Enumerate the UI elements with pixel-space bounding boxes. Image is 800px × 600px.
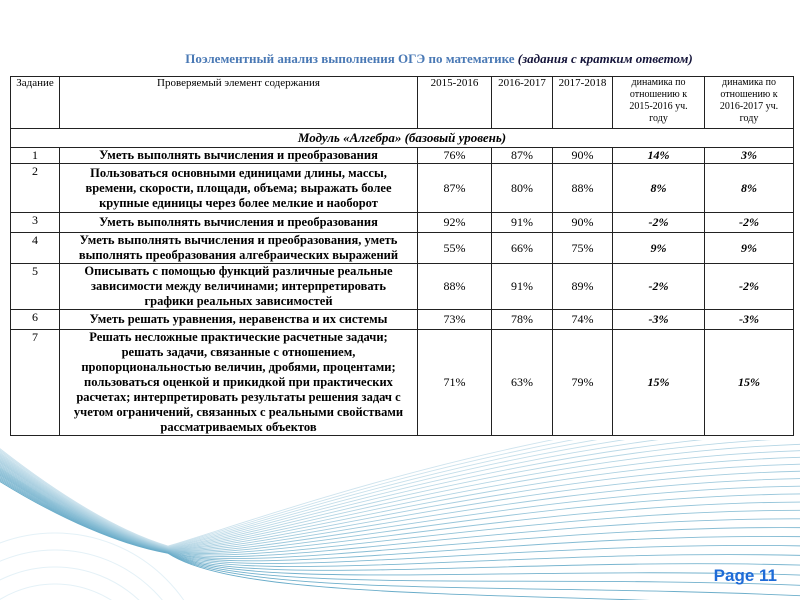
dynamics-2: -3% xyxy=(704,309,794,330)
value-2016-2017: 87% xyxy=(491,147,553,164)
content-element: Уметь решать уравнения, неравенства и их… xyxy=(59,309,418,330)
content-element: Уметь выполнять вычисления и преобразова… xyxy=(59,232,418,264)
value-2015-2016: 87% xyxy=(417,163,492,213)
section-title: Модуль «Алгебра» (базовый уровень) xyxy=(10,128,794,148)
value-2017-2018: 90% xyxy=(552,147,613,164)
value-2015-2016: 88% xyxy=(417,263,492,310)
table-row: 5 Описывать с помощью функций различные … xyxy=(10,263,794,310)
task-number: 1 xyxy=(10,147,60,164)
table-row: 7 Решать несложные практические расчетны… xyxy=(10,329,794,436)
dynamics-1: 8% xyxy=(612,163,705,213)
dynamics-1: -2% xyxy=(612,263,705,310)
dynamics-2: -2% xyxy=(704,212,794,233)
content-element: Описывать с помощью функций различные ре… xyxy=(59,263,418,310)
value-2015-2016: 73% xyxy=(417,309,492,330)
table-row: 2 Пользоваться основными единицами длины… xyxy=(10,163,794,213)
title-note: (задания с кратким ответом) xyxy=(517,51,693,66)
value-2016-2017: 66% xyxy=(491,232,553,264)
table-row: 3 Уметь выполнять вычисления и преобразо… xyxy=(10,212,794,233)
value-2016-2017: 80% xyxy=(491,163,553,213)
title-main: Поэлементный анализ выполнения ОГЭ по ма… xyxy=(185,51,518,66)
header-row: Задание Проверяемый элемент содержания 2… xyxy=(10,76,794,129)
dynamics-2: 15% xyxy=(704,329,794,436)
task-number: 2 xyxy=(10,163,60,213)
value-2016-2017: 63% xyxy=(491,329,553,436)
task-number: 7 xyxy=(10,329,60,436)
table-row: 1 Уметь выполнять вычисления и преобразо… xyxy=(10,147,794,164)
page-number: Page 11 xyxy=(713,566,777,585)
dynamics-1: 14% xyxy=(612,147,705,164)
col-header-element: Проверяемый элемент содержания xyxy=(59,76,418,129)
dynamics-1: 9% xyxy=(612,232,705,264)
dynamics-2: 9% xyxy=(704,232,794,264)
value-2017-2018: 75% xyxy=(552,232,613,264)
content-element: Решать несложные практические расчетные … xyxy=(59,329,418,436)
section-row: Модуль «Алгебра» (базовый уровень) xyxy=(10,128,794,148)
content-element: Уметь выполнять вычисления и преобразова… xyxy=(59,147,418,164)
value-2017-2018: 89% xyxy=(552,263,613,310)
value-2015-2016: 76% xyxy=(417,147,492,164)
task-number: 6 xyxy=(10,309,60,330)
col-header-2015-2016: 2015-2016 xyxy=(417,76,492,129)
table-row: 4 Уметь выполнять вычисления и преобразо… xyxy=(10,232,794,264)
value-2016-2017: 78% xyxy=(491,309,553,330)
value-2017-2018: 90% xyxy=(552,212,613,233)
dynamics-1: 15% xyxy=(612,329,705,436)
table-row: 6 Уметь решать уравнения, неравенства и … xyxy=(10,309,794,330)
value-2017-2018: 79% xyxy=(552,329,613,436)
col-header-dynamics-2: динамика по отношению к 2016-2017 уч. го… xyxy=(704,76,794,129)
analysis-table: Задание Проверяемый элемент содержания 2… xyxy=(10,76,794,436)
col-header-2016-2017: 2016-2017 xyxy=(491,76,553,129)
task-number: 3 xyxy=(10,212,60,233)
dynamics-1: -2% xyxy=(612,212,705,233)
col-header-2017-2018: 2017-2018 xyxy=(552,76,613,129)
dynamics-2: 8% xyxy=(704,163,794,213)
content-element: Пользоваться основными единицами длины, … xyxy=(59,163,418,213)
dynamics-2: 3% xyxy=(704,147,794,164)
col-header-task: Задание xyxy=(10,76,60,129)
value-2017-2018: 74% xyxy=(552,309,613,330)
page-title: Поэлементный анализ выполнения ОГЭ по ма… xyxy=(0,51,800,67)
value-2015-2016: 71% xyxy=(417,329,492,436)
value-2016-2017: 91% xyxy=(491,212,553,233)
value-2017-2018: 88% xyxy=(552,163,613,213)
value-2016-2017: 91% xyxy=(491,263,553,310)
content-element: Уметь выполнять вычисления и преобразова… xyxy=(59,212,418,233)
task-number: 4 xyxy=(10,232,60,264)
dynamics-1: -3% xyxy=(612,309,705,330)
col-header-dynamics-1: динамика по отношению к 2015-2016 уч. го… xyxy=(612,76,705,129)
dynamics-2: -2% xyxy=(704,263,794,310)
value-2015-2016: 55% xyxy=(417,232,492,264)
value-2015-2016: 92% xyxy=(417,212,492,233)
wave-decoration xyxy=(0,440,800,600)
task-number: 5 xyxy=(10,263,60,310)
